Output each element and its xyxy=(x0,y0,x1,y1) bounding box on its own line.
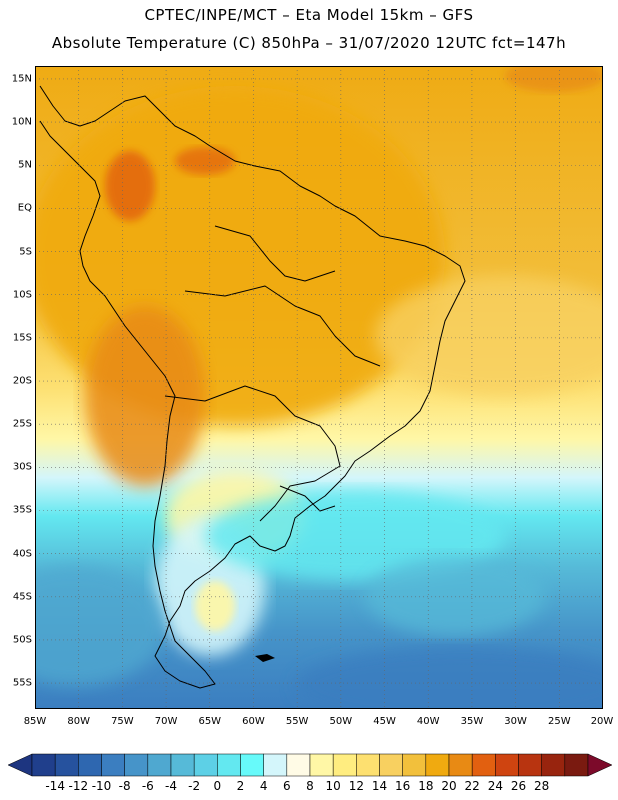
latitude-tick-label: 15S xyxy=(12,332,32,344)
colorbar-tick-label: -10 xyxy=(91,779,112,793)
longitude-tick-label: 35W xyxy=(460,716,484,727)
colorbar-tick-label: 28 xyxy=(534,779,550,793)
falkland-islands xyxy=(255,654,275,662)
longitude-tick-label: 30W xyxy=(504,716,527,727)
map-frame xyxy=(35,66,603,709)
colorbar xyxy=(7,753,613,777)
colorbar-tick-label: 4 xyxy=(259,779,268,793)
colorbar-tick-label: 10 xyxy=(325,779,341,793)
colorbar-swatch xyxy=(263,753,288,777)
colorbar-low-arrow xyxy=(7,753,33,777)
longitude-tick-label: 85W xyxy=(23,716,47,727)
colorbar-tick-label: 14 xyxy=(371,779,388,793)
colorbar-tick-label: -2 xyxy=(188,779,201,793)
colorbar-swatch xyxy=(31,753,56,777)
longitude-tick-label: 45W xyxy=(373,716,396,727)
map-title: CPTEC/INPE/MCT – Eta Model 15km – GFS xyxy=(144,6,474,24)
colorbar-tick-label: 2 xyxy=(236,779,245,793)
map-subtitle: Absolute Temperature (C) 850hPa – 31/07/… xyxy=(51,34,567,52)
longitude-tick-label: 70W xyxy=(154,716,178,727)
latitude-tick-label: 55S xyxy=(12,677,32,689)
colorbar-swatch xyxy=(448,753,473,777)
latitude-tick-label: 45S xyxy=(12,591,32,603)
latitude-tick-label: 20S xyxy=(12,375,32,387)
colorbar-swatch xyxy=(356,753,380,777)
latitude-tick-label: 5N xyxy=(18,159,32,171)
colorbar-swatch xyxy=(170,753,195,777)
longitude-tick-label: 60W xyxy=(242,716,265,727)
colorbar-tick-label: -14 xyxy=(45,779,65,793)
colorbar-swatch xyxy=(495,753,519,777)
colorbar-swatch xyxy=(286,753,311,777)
colorbar-swatch xyxy=(471,753,496,777)
longitude-tick-label: 65W xyxy=(198,716,222,727)
colorbar-swatch xyxy=(379,753,403,777)
latitude-tick-label: 10N xyxy=(11,116,32,128)
colorbar-swatch xyxy=(564,753,589,777)
colorbar-swatch xyxy=(309,753,334,777)
map-canvas xyxy=(35,66,603,709)
colorbar-swatch xyxy=(101,753,125,777)
colorbar-swatch xyxy=(217,753,241,777)
colorbar-tick-label: 26 xyxy=(510,779,527,793)
temperature-map xyxy=(35,66,603,709)
colorbar-tick-label: 22 xyxy=(464,779,480,793)
colorbar-tick-label: 12 xyxy=(348,779,364,793)
coastline xyxy=(39,85,466,689)
lat-lon-grid xyxy=(35,66,603,709)
colorbar-tick-label: -4 xyxy=(165,779,177,793)
latitude-tick-label: 50S xyxy=(12,634,32,646)
latitude-tick-label: 15N xyxy=(11,73,32,85)
longitude-tick-label: 75W xyxy=(111,716,134,727)
colorbar-swatch xyxy=(124,753,149,777)
latitude-tick-label: 10S xyxy=(12,289,32,301)
colorbar-swatch xyxy=(193,753,218,777)
colorbar-swatch xyxy=(54,753,79,777)
colorbar-tick-label: -8 xyxy=(118,779,131,793)
colorbar-high-arrow xyxy=(587,753,613,777)
latitude-tick-label: 40S xyxy=(12,548,32,560)
longitude-tick-label: 80W xyxy=(67,716,90,727)
colorbar-tick-label: -12 xyxy=(68,779,89,793)
colorbar-swatch xyxy=(425,753,450,777)
longitude-tick-label: 40W xyxy=(416,716,440,727)
colorbar-tick-label: 16 xyxy=(395,779,411,793)
colorbar-tick-label: 6 xyxy=(283,779,291,793)
colorbar-tick-label: 0 xyxy=(213,779,222,793)
colorbar-tick-label: 24 xyxy=(487,779,503,793)
latitude-tick-label: 25S xyxy=(12,418,32,430)
latitude-tick-label: EQ xyxy=(17,202,32,214)
colorbar-tick-label: -6 xyxy=(141,779,154,793)
colorbar-swatch xyxy=(147,753,172,777)
longitude-tick-label: 50W xyxy=(329,716,353,727)
latitude-tick-label: 30S xyxy=(12,461,32,473)
latitude-tick-label: 35S xyxy=(12,504,32,516)
colorbar-swatch xyxy=(240,753,264,777)
colorbar-swatch xyxy=(402,753,427,777)
colorbar-swatch xyxy=(518,753,542,777)
colorbar-swatch xyxy=(78,753,102,777)
colorbar-tick-label: 8 xyxy=(306,779,314,793)
longitude-tick-label: 55W xyxy=(285,716,309,727)
longitude-tick-label: 20W xyxy=(590,716,614,727)
longitude-tick-label: 25W xyxy=(547,716,571,727)
colorbar-swatch xyxy=(332,753,357,777)
colorbar-tick-label: 18 xyxy=(418,779,434,793)
colorbar-tick-label: 20 xyxy=(441,779,457,793)
colorbar-swatch xyxy=(541,753,566,777)
latitude-tick-label: 5S xyxy=(19,246,32,258)
